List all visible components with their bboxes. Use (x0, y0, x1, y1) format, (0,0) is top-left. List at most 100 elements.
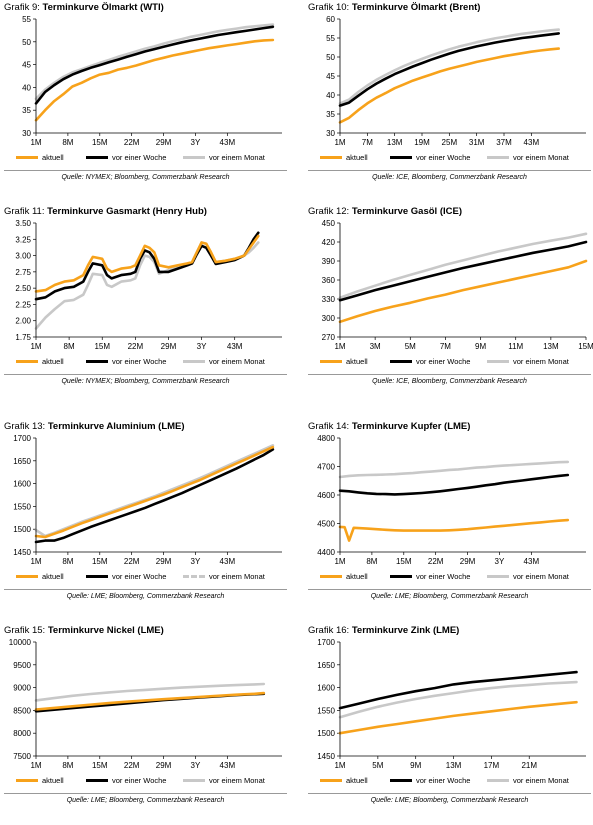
y-tick-label: 270 (322, 333, 336, 342)
chart-plot: 4400 4500 4600 4700 4800 1M 8M 15M 22M 29M 3Y 43M (317, 434, 586, 566)
legend-label: vor einer Woche (416, 776, 471, 785)
legend-item: aktuell (16, 572, 64, 581)
legend-item: vor einer Woche (390, 776, 470, 785)
chart-panel-4: Grafik 12: Terminkurve Gasöl (ICE) 270 300… (306, 206, 593, 406)
y-tick-label: 1450 (317, 752, 335, 761)
legend-swatch (183, 575, 205, 578)
y-tick-label: 330 (322, 295, 336, 304)
chart-label: Grafik 11: (4, 206, 48, 217)
y-tick-label: 1600 (13, 480, 31, 489)
chart-label: Grafik 10: (308, 2, 352, 13)
series-line-woche (338, 473, 570, 496)
chart-panel-6: Grafik 14: Terminkurve Kupfer (LME) 4400 4… (306, 421, 593, 621)
legend-item: vor einer Woche (86, 153, 166, 162)
series-line-monat (34, 682, 266, 702)
legend-item: vor einer Woche (86, 572, 166, 581)
chart-title-text: Terminkurve Zink (LME) (351, 625, 460, 636)
chart-title-text: Terminkurve Nickel (LME) (47, 625, 164, 636)
legend-label: vor einem Monat (513, 572, 569, 581)
legend-swatch (390, 156, 412, 159)
series-line-aktuell (34, 691, 266, 711)
x-tick-label: 7M (440, 342, 451, 351)
chart-panel-7: Grafik 15: Terminkurve Nickel (LME) 7500 8… (2, 625, 289, 825)
chart-panel-2: Grafik 10: Terminkurve Ölmarkt (Brent) 30… (306, 2, 593, 202)
chart-title-text: Terminkurve Gasöl (ICE) (351, 206, 462, 217)
chart-title: Grafik 12: Terminkurve Gasöl (ICE) (308, 206, 462, 217)
chart-label: Grafik 14: (308, 421, 352, 432)
legend-swatch (183, 156, 205, 159)
x-tick-label: 8M (366, 557, 377, 566)
chart-title: Grafik 15: Terminkurve Nickel (LME) (4, 625, 164, 636)
chart-title-text: Terminkurve Kupfer (LME) (351, 421, 471, 432)
x-tick-label: 29M (156, 761, 172, 770)
series-line-monat (338, 680, 578, 719)
series-line-monat (338, 232, 588, 299)
legend-item: vor einem Monat (487, 776, 569, 785)
y-tick-label: 1650 (317, 661, 335, 670)
legend-swatch (16, 575, 38, 578)
legend-swatch (16, 779, 38, 782)
legend-swatch (16, 156, 38, 159)
legend-swatch (487, 360, 509, 363)
x-tick-label: 8M (62, 138, 73, 147)
x-tick-label: 8M (64, 342, 75, 351)
legend-label: vor einer Woche (416, 153, 471, 162)
legend-label: vor einer Woche (112, 153, 167, 162)
x-tick-label: 5M (405, 342, 416, 351)
legend-item: aktuell (16, 357, 64, 366)
legend-label: vor einer Woche (112, 572, 167, 581)
chart-title: Grafik 16: Terminkurve Zink (LME) (308, 625, 459, 636)
series-line-aktuell (338, 700, 578, 735)
divider (308, 374, 591, 375)
y-tick-label: 1550 (13, 502, 31, 511)
y-tick-label: 1700 (317, 638, 335, 647)
y-tick-label: 30 (22, 129, 31, 138)
y-tick-label: 8500 (13, 706, 31, 715)
chart-label: Grafik 15: (4, 625, 48, 636)
legend-label: aktuell (346, 776, 368, 785)
chart-legend: aktuell vor einer Woche vor einem Monat (312, 153, 592, 167)
y-tick-label: 7500 (13, 752, 31, 761)
x-tick-label: 43M (220, 138, 236, 147)
legend-item: vor einem Monat (487, 357, 569, 366)
legend-swatch (16, 360, 38, 363)
y-tick-label: 55 (326, 34, 335, 43)
legend-label: vor einem Monat (513, 153, 569, 162)
chart-title: Grafik 13: Terminkurve Aluminium (LME) (4, 421, 185, 432)
legend-swatch (390, 360, 412, 363)
legend-label: aktuell (42, 357, 64, 366)
y-tick-label: 4400 (317, 548, 335, 557)
x-tick-label: 22M (124, 138, 140, 147)
series-line-aktuell (338, 518, 570, 542)
y-tick-label: 1500 (317, 729, 335, 738)
chart-title-text: Terminkurve Gasmarkt (Henry Hub) (47, 206, 207, 217)
x-tick-label: 22M (428, 557, 444, 566)
x-tick-label: 15M (396, 557, 412, 566)
legend-item: vor einer Woche (390, 153, 470, 162)
y-tick-label: 300 (322, 314, 336, 323)
chart-plot: 30 35 40 45 50 55 60 1M 7M 13M 19M 25M 31M 37M 43M (326, 15, 586, 147)
y-tick-label: 40 (326, 91, 335, 100)
x-tick-label: 1M (30, 138, 41, 147)
chart-title-text: Terminkurve Aluminium (LME) (47, 421, 185, 432)
y-tick-label: 4700 (317, 463, 335, 472)
y-tick-label: 1600 (317, 684, 335, 693)
legend-swatch (390, 779, 412, 782)
y-tick-label: 3.50 (15, 219, 31, 228)
legend-item: vor einer Woche (86, 357, 166, 366)
x-tick-label: 22M (124, 557, 140, 566)
series-line-monat (338, 460, 570, 479)
x-tick-label: 1M (334, 138, 345, 147)
chart-legend: aktuell vor einer Woche vor einem Monat (312, 776, 592, 790)
y-tick-label: 4800 (317, 434, 335, 443)
legend-label: aktuell (346, 572, 368, 581)
x-tick-label: 1M (334, 557, 345, 566)
legend-label: vor einem Monat (209, 776, 265, 785)
legend-swatch (86, 779, 108, 782)
chart-plot: 30 35 40 45 50 55 1M 8M 15M 22M 29M 3Y 43M (22, 15, 282, 147)
x-tick-label: 1M (334, 761, 345, 770)
y-tick-label: 3.25 (15, 235, 31, 244)
divider (4, 793, 287, 794)
series-line-aktuell (338, 259, 588, 324)
legend-label: vor einer Woche (112, 357, 167, 366)
